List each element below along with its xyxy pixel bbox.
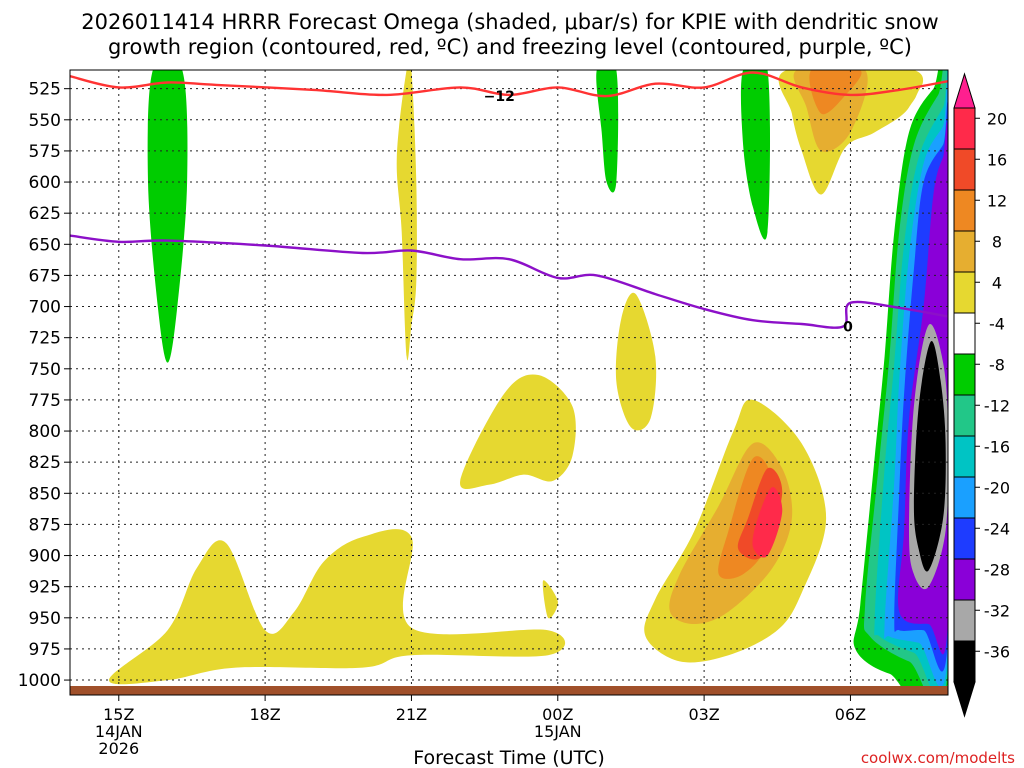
omega-region-2: [234, 474, 266, 519]
colorbar-swatch-13: [953, 640, 976, 683]
x-tick-label: 15Z: [103, 705, 134, 724]
x-tick-sublabel-1: 14JAN: [95, 722, 143, 741]
y-tick-label: 750: [29, 360, 61, 380]
colorbar-label: -12: [984, 396, 1010, 415]
contour-line-1: [70, 234, 948, 329]
y-tick-label: 625: [29, 204, 61, 224]
y-tick-label: 850: [29, 484, 61, 504]
omega-region-5: [444, 70, 536, 215]
ground-surface: [70, 686, 948, 695]
omega-region-1: [147, 70, 188, 363]
y-tick-label: 875: [29, 515, 61, 535]
x-axis-label: Forecast Time (UTC): [413, 747, 604, 768]
colorbar-label: -4: [989, 314, 1005, 333]
y-tick-label: 975: [29, 640, 61, 660]
chart-title-line1: 2026011414 HRRR Forecast Omega (shaded, …: [81, 10, 938, 34]
y-tick-label: 925: [29, 578, 61, 598]
y-tick-label: 1000: [18, 671, 61, 691]
y-tick-label: 725: [29, 329, 61, 349]
colorbar-top-cap: [953, 72, 976, 109]
colorbar-label: -24: [984, 519, 1010, 538]
colorbar-label: -32: [984, 601, 1010, 620]
omega-region-30: [913, 340, 946, 572]
colorbar-label: 12: [987, 191, 1007, 210]
contour-label-1: 0: [843, 319, 853, 335]
omega-region-11: [109, 529, 566, 685]
colorbar-label: 8: [992, 232, 1002, 251]
colorbar-swatch-0: [953, 107, 976, 150]
colorbar: 20 16 12 8 4 -4 -8 -12 -16 -20 -24 -28 -32 -36: [953, 72, 1010, 718]
y-tick-label: 800: [29, 422, 61, 442]
ground-layer: [70, 686, 948, 695]
colorbar-label: -28: [984, 560, 1010, 579]
colorbar-swatch-10: [953, 517, 976, 560]
grid-layer: [70, 70, 948, 695]
contour-lines-layer: −12 0: [70, 71, 948, 335]
colorbar-swatch-9: [953, 476, 976, 519]
x-tick-label: 00Z: [542, 705, 573, 724]
colorbar-swatch-5: [953, 312, 976, 355]
x-tick-label: 21Z: [396, 705, 427, 724]
colorbar-swatch-4: [953, 271, 976, 314]
x-tick-sublabel-1: 15JAN: [534, 722, 582, 741]
colorbar-swatch-6: [953, 353, 976, 396]
colorbar-label: -36: [984, 642, 1010, 661]
chart-title-line2: growth region (contoured, red, ºC) and f…: [108, 35, 912, 59]
y-tick-label: 600: [29, 173, 61, 193]
y-tick-label: 525: [29, 80, 61, 100]
x-tick-label: 06Z: [835, 705, 866, 724]
omega-region-6: [460, 374, 576, 490]
colorbar-swatch-3: [953, 230, 976, 273]
omega-region-21: [809, 70, 862, 115]
colorbar-swatch-7: [953, 394, 976, 437]
y-axis: 525 550 575 600 625 650 675 700 725 750 775 800 825 8…: [18, 80, 70, 691]
y-tick-label: 650: [29, 235, 61, 255]
omega-region-13: [740, 70, 771, 240]
y-tick-label: 575: [29, 142, 61, 162]
x-tick-label: 03Z: [688, 705, 719, 724]
omega-region-12: [694, 70, 822, 420]
colorbar-bottom-cap: [953, 681, 976, 718]
contour-label-0: −12: [484, 89, 515, 105]
x-tick-label: 18Z: [249, 705, 280, 724]
colorbar-swatch-2: [953, 189, 976, 232]
y-tick-label: 675: [29, 266, 61, 286]
colorbar-swatch-11: [953, 558, 976, 601]
colorbar-swatch-1: [953, 148, 976, 191]
y-tick-label: 950: [29, 609, 61, 629]
y-tick-label: 825: [29, 453, 61, 473]
omega-region-18: [752, 487, 783, 558]
y-tick-label: 550: [29, 111, 61, 131]
colorbar-swatch-8: [953, 435, 976, 478]
colorbar-swatch-12: [953, 599, 976, 642]
colorbar-label: -16: [984, 437, 1010, 456]
contour-line-0: [70, 71, 948, 98]
y-tick-label: 775: [29, 391, 61, 411]
y-tick-label: 900: [29, 547, 61, 567]
plot-border: [69, 69, 949, 696]
colorbar-label: 20: [987, 109, 1007, 128]
omega-shading-layer: [108, 70, 948, 695]
colorbar-label: 16: [987, 150, 1007, 169]
colorbar-label: 4: [992, 273, 1002, 292]
colorbar-label: -20: [984, 478, 1010, 497]
omega-region-9: [542, 580, 558, 619]
y-tick-label: 700: [29, 298, 61, 318]
x-tick-sublabel-2: 2026: [98, 739, 139, 758]
colorbar-label: -8: [989, 355, 1005, 374]
credit-text: coolwx.com/modelts: [861, 749, 1015, 767]
omega-region-8: [596, 70, 619, 193]
omega-region-10: [615, 292, 657, 431]
